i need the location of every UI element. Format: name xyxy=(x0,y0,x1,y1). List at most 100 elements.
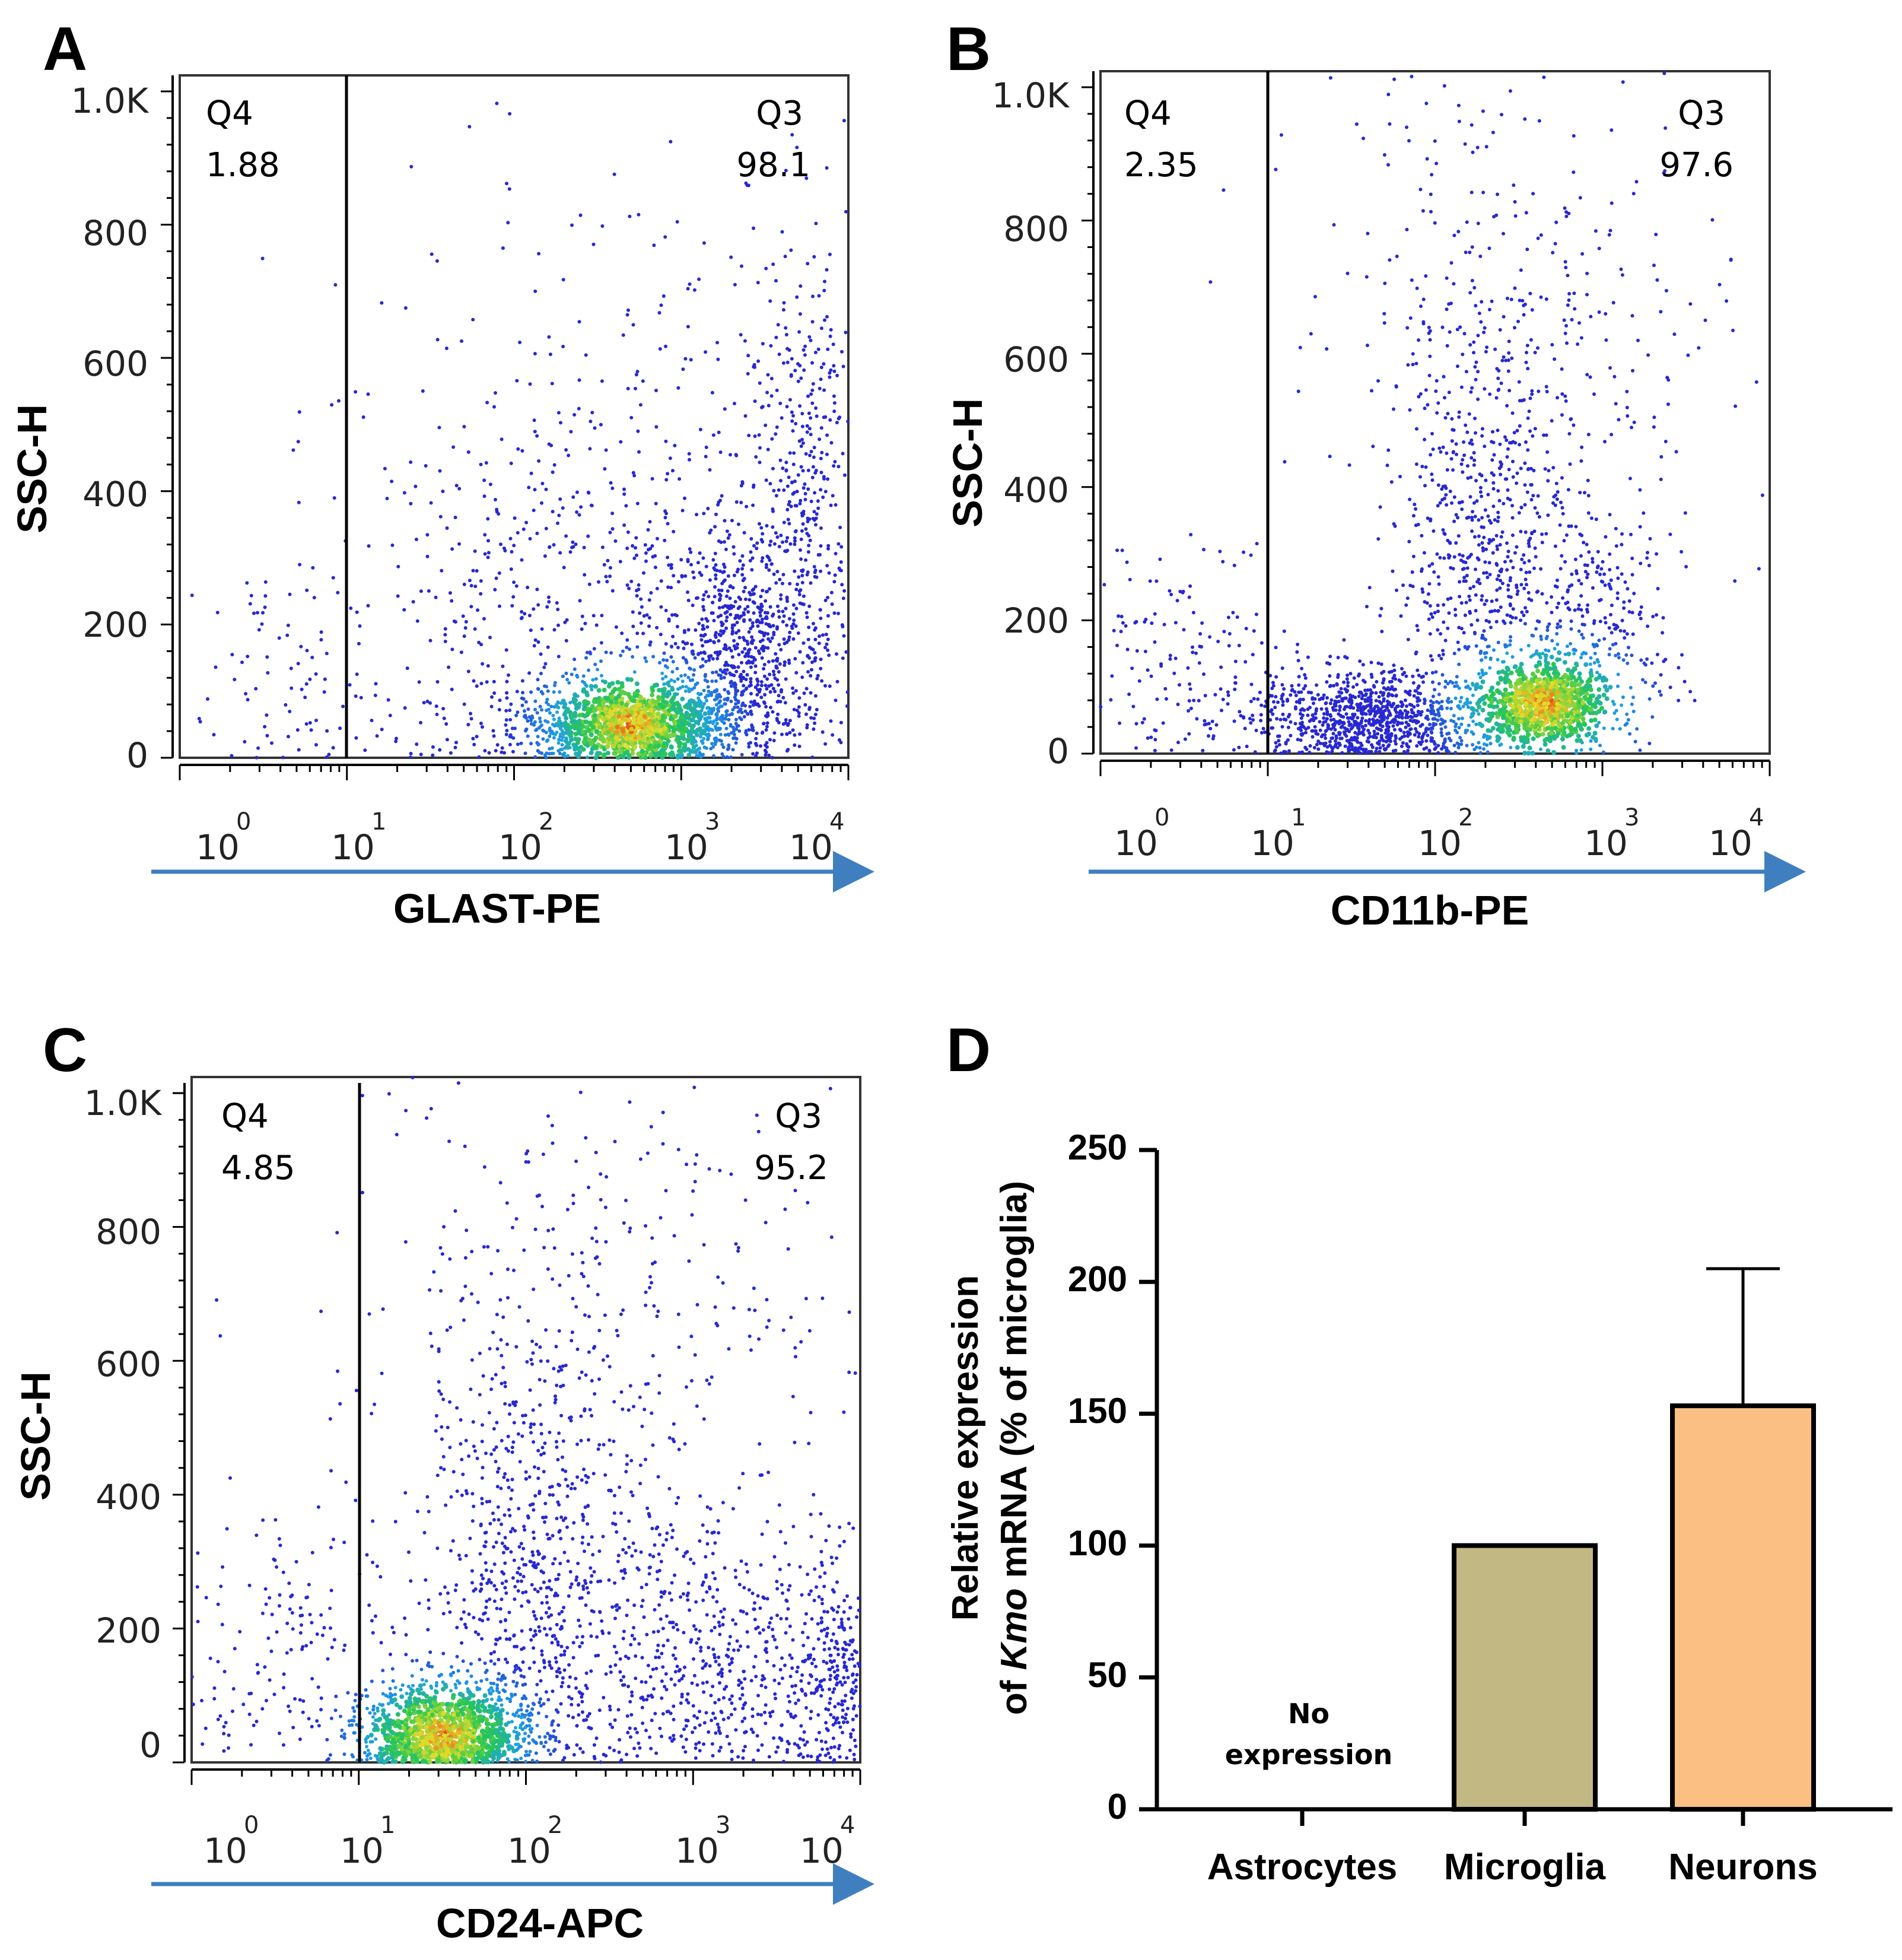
scatter-point-a xyxy=(807,335,812,339)
scatter-point-a xyxy=(759,744,762,748)
scatter-point-a xyxy=(624,504,628,508)
scatter-point-a xyxy=(601,700,606,706)
scatter-point-a xyxy=(734,682,737,687)
scatter-point-a xyxy=(450,647,454,652)
scatter-point-b xyxy=(1386,729,1390,733)
scatter-point-b xyxy=(1408,739,1413,743)
scatter-point-a xyxy=(543,554,547,558)
scatter-point-b xyxy=(1330,749,1334,753)
scatter-point-a xyxy=(504,718,508,722)
scatter-point-a xyxy=(713,742,717,746)
scatter-point-a xyxy=(705,693,710,697)
scatter-point-a xyxy=(285,633,290,637)
scatter-point-a xyxy=(751,600,755,604)
scatter-point-a xyxy=(781,722,785,726)
scatter-point-a xyxy=(545,697,549,701)
scatter-point-a xyxy=(781,582,784,586)
scatter-point-a xyxy=(788,719,792,723)
scatter-point-b xyxy=(1580,716,1586,722)
scatter-point-a xyxy=(684,658,688,662)
scatter-point-a xyxy=(671,695,676,700)
scatter-point-a xyxy=(801,522,805,526)
scatter-point-b xyxy=(1360,697,1364,701)
scatter-point-a xyxy=(600,379,604,383)
scatter-point-b xyxy=(1293,690,1297,694)
scatter-point-a xyxy=(819,617,823,620)
scatter-point-a xyxy=(810,475,815,479)
scatter-point-a xyxy=(469,711,473,716)
scatter-point-a xyxy=(670,644,673,649)
scatter-point-b xyxy=(1334,742,1338,746)
scatter-point-a xyxy=(688,749,694,754)
scatter-point-a xyxy=(491,729,495,733)
scatter-point-a xyxy=(815,414,819,418)
scatter-point-b xyxy=(1369,703,1373,707)
scatter-point-b xyxy=(1340,714,1344,719)
scatter-point-b xyxy=(1378,749,1382,754)
scatter-point-b xyxy=(1589,739,1593,743)
scatter-point-a xyxy=(549,443,554,447)
scatter-point-a xyxy=(763,692,767,697)
scatter-point-a xyxy=(652,243,656,247)
scatter-point-a xyxy=(592,713,597,719)
scatter-point-a xyxy=(263,725,267,729)
scatter-point-a xyxy=(812,446,816,450)
scatter-point-a xyxy=(648,643,652,647)
scatter-point-a xyxy=(814,406,818,410)
scatter-point-a xyxy=(711,722,715,726)
scatter-point-b xyxy=(1490,726,1496,731)
scatter-point-b xyxy=(1347,720,1351,724)
scatter-point-b xyxy=(1529,677,1535,682)
scatter-point-a xyxy=(695,754,699,758)
scatter-point-a xyxy=(503,549,507,552)
scatter-point-a xyxy=(798,732,802,736)
scatter-point-a xyxy=(789,248,793,252)
scatter-point-a xyxy=(476,608,480,612)
scatter-point-a xyxy=(600,545,605,549)
scatter-point-a xyxy=(527,614,532,618)
scatter-point-b xyxy=(1249,721,1253,725)
scatter-point-b xyxy=(1491,704,1496,710)
scatter-point-a xyxy=(508,717,513,722)
scatter-point-b xyxy=(1345,656,1349,660)
scatter-point-b xyxy=(1243,726,1247,730)
scatter-point-a xyxy=(765,687,769,691)
scatter-point-a xyxy=(737,522,740,526)
scatter-point-b xyxy=(1384,739,1388,744)
scatter-point-a xyxy=(606,684,612,689)
scatter-point-a xyxy=(614,729,619,735)
scatter-point-a xyxy=(701,657,705,661)
scatter-point-a xyxy=(660,755,665,760)
scatter-point-a xyxy=(619,653,623,657)
scatter-point-a xyxy=(750,592,755,596)
scatter-point-a xyxy=(761,638,765,642)
scatter-point-a xyxy=(801,602,806,606)
scatter-point-b xyxy=(1271,681,1275,685)
scatter-point-a xyxy=(729,731,733,735)
scatter-point-a xyxy=(731,586,735,590)
scatter-point-a xyxy=(560,738,564,742)
scatter-point-b xyxy=(1298,722,1302,726)
scatter-point-a xyxy=(748,704,752,709)
scatter-point-a xyxy=(660,715,666,720)
scatter-point-a xyxy=(749,692,753,695)
scatter-point-b xyxy=(1441,744,1445,748)
scatter-point-a xyxy=(807,604,812,608)
scatter-point-a xyxy=(651,719,656,725)
scatter-point-a xyxy=(725,615,729,620)
scatter-point-a xyxy=(536,749,540,753)
scatter-point-b xyxy=(1287,713,1292,717)
scatter-point-a xyxy=(740,567,745,571)
scatter-point-a xyxy=(791,612,796,616)
scatter-point-a xyxy=(800,511,804,515)
scatter-point-a xyxy=(683,357,688,361)
scatter-point-b xyxy=(1484,717,1490,722)
scatter-point-b xyxy=(1381,692,1385,697)
scatter-point-a xyxy=(257,628,261,632)
scatter-point-a xyxy=(699,692,703,696)
scatter-point-a xyxy=(443,633,447,637)
scatter-point-b xyxy=(1482,701,1487,706)
scatter-point-b xyxy=(1303,684,1308,688)
scatter-point-b xyxy=(1514,727,1519,732)
scatter-point-b xyxy=(1398,679,1402,684)
